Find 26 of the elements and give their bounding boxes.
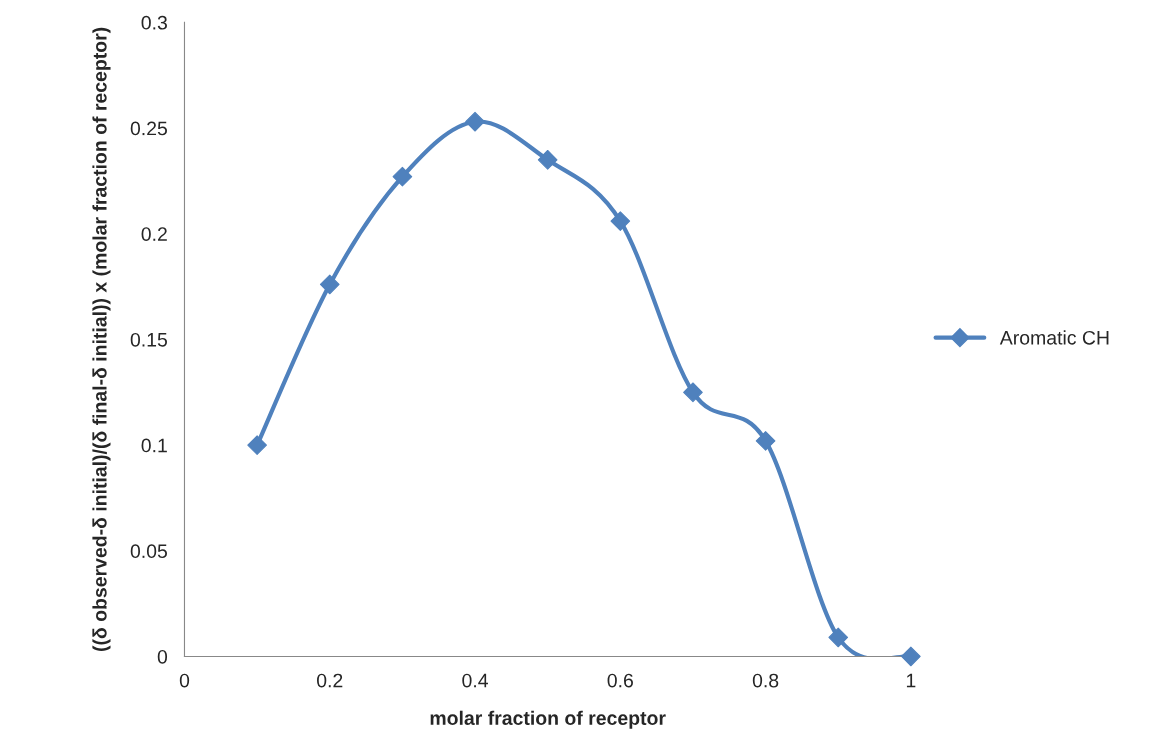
y-tick-label: 0.05 [130, 544, 167, 559]
y-tick-label: 0.1 [141, 438, 167, 453]
y-axis-title: ((δ observed-δ initial)/(δ final-δ initial)) x (molar fraction of receptor) [92, 27, 111, 652]
y-tick-label: 0.2 [141, 227, 167, 241]
y-tick-label: 0 [157, 649, 168, 664]
x-tick-label: 0.2 [317, 673, 343, 688]
x-tick-label: 0 [179, 673, 190, 688]
point [319, 274, 340, 295]
point [247, 435, 267, 455]
point [465, 111, 485, 132]
x-tick-label: 0.6 [607, 673, 633, 688]
x-tick-label: 1 [906, 673, 916, 688]
point [392, 166, 413, 187]
y-tick-label: 0.25 [130, 121, 167, 136]
point [901, 646, 921, 667]
y-tick-label: 0.3 [141, 15, 167, 30]
y-tick-label: 0.15 [130, 332, 167, 347]
legend-label: Aromatic CH [999, 330, 1109, 345]
point [683, 382, 703, 403]
point [755, 431, 776, 451]
x-axis-title: molar fraction of receptor [430, 710, 666, 729]
point [610, 211, 631, 231]
point [537, 149, 558, 170]
point [828, 627, 849, 648]
x-tick-label: 0.4 [462, 673, 488, 688]
x-tick-label: 0.8 [752, 673, 779, 688]
